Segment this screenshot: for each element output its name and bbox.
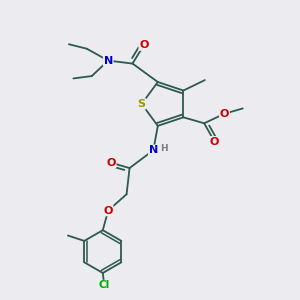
Text: N: N [103,56,113,66]
Text: O: O [103,206,113,216]
Text: S: S [138,99,146,109]
Text: H: H [160,144,168,153]
Text: N: N [149,145,158,155]
Text: O: O [106,158,116,168]
Text: Cl: Cl [99,280,110,290]
Text: O: O [139,40,148,50]
Text: O: O [210,137,219,147]
Text: O: O [220,109,229,119]
